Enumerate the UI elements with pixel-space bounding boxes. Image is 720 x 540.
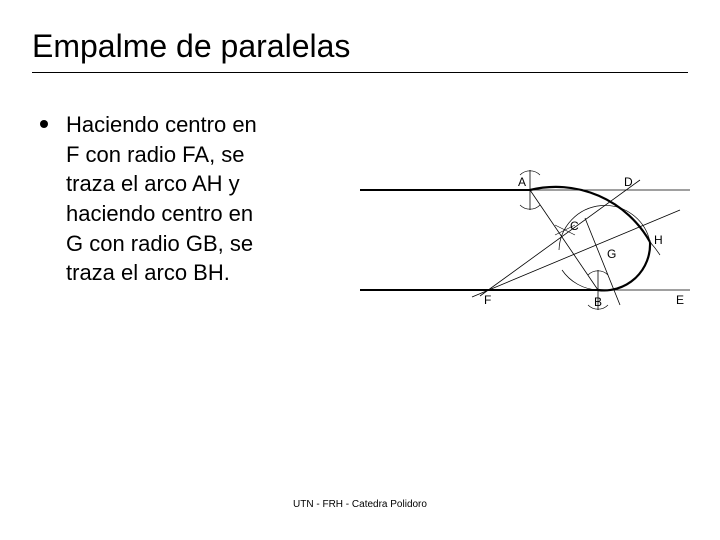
title-underline [32,72,688,73]
geometry-diagram: A D C G H F B E [360,150,690,360]
label-f: F [484,293,491,307]
label-d: D [624,175,633,189]
page-title: Empalme de paralelas [32,28,350,65]
bullet-dot-icon [40,120,48,128]
label-h: H [654,233,663,247]
slide: Empalme de paralelas Haciendo centro en … [0,0,720,540]
bullet-text: Haciendo centro en F con radio FA, se tr… [66,110,270,288]
label-g: G [607,247,616,261]
footer-text: UTN - FRH - Catedra Polidoro [0,499,720,510]
label-e: E [676,293,684,307]
bullet-item: Haciendo centro en F con radio FA, se tr… [40,110,270,288]
label-a: A [518,175,526,189]
label-c: C [570,219,579,233]
label-b: B [594,295,602,309]
